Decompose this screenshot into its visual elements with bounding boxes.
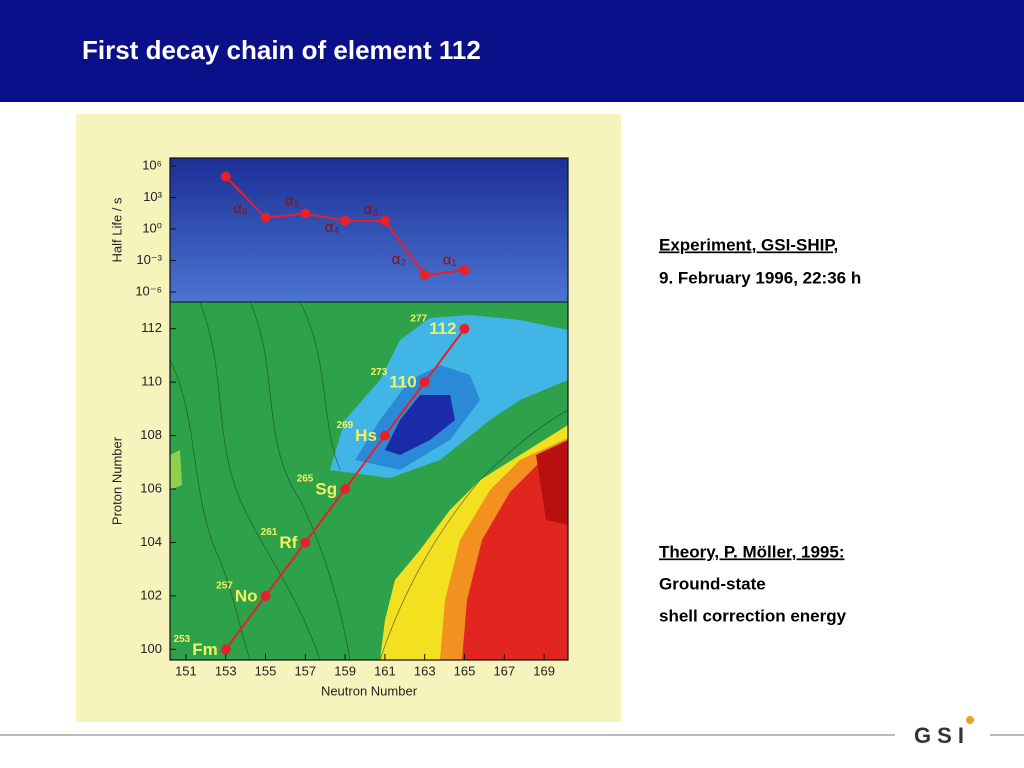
logo: GSI	[914, 723, 970, 748]
alpha-label: α₃	[364, 201, 379, 218]
y-tick-label: 100	[140, 641, 162, 656]
nuclide-label: Hs	[355, 426, 377, 445]
nuclide-label: Fm	[192, 640, 218, 659]
y-tick-label: 104	[140, 534, 162, 549]
experiment-date: 9. February 1996, 22:36 h	[659, 268, 861, 287]
y-axis-label: Half Life / s	[109, 197, 124, 263]
decay-point	[419, 270, 430, 281]
mass-label: 269	[336, 420, 353, 431]
nuclide-label: 112	[429, 319, 456, 338]
alpha-label: α₄	[325, 219, 340, 236]
mass-label: 265	[297, 474, 314, 485]
mass-label: 277	[410, 313, 427, 324]
mass-label: 253	[174, 634, 191, 645]
chain-point	[419, 377, 430, 388]
mass-label: 261	[261, 527, 278, 538]
x-tick-label: 161	[374, 663, 396, 678]
plot-frame	[169, 157, 569, 661]
theory-line: shell correction energy	[659, 606, 847, 625]
nuclide-label: Sg	[315, 479, 337, 498]
decay-point	[260, 212, 271, 223]
y-tick-label: 106	[140, 480, 162, 495]
chain-point	[459, 323, 470, 334]
nuclide-label: 110	[389, 373, 416, 392]
chain-point	[379, 430, 390, 441]
decay-point	[379, 215, 390, 226]
y-tick-label: 10⁻³	[136, 252, 162, 267]
x-tick-label: 155	[255, 663, 277, 678]
contour-map	[169, 301, 569, 661]
theory-line: Ground-state	[659, 574, 766, 593]
chain-point	[300, 537, 311, 548]
decay-point	[300, 208, 311, 219]
x-tick-label: 163	[414, 663, 436, 678]
x-tick-label: 169	[533, 663, 555, 678]
half-life-panel	[170, 158, 568, 302]
chain-point	[260, 590, 271, 601]
theory-heading: Theory, P. Möller, 1995:	[659, 542, 845, 561]
y-tick-label: 10³	[143, 189, 162, 204]
y-tick-label: 112	[141, 320, 162, 335]
y-tick-label: 108	[140, 427, 162, 442]
decay-point	[340, 215, 351, 226]
nuclide-label: No	[235, 586, 258, 605]
y-axis-label: Proton Number	[109, 436, 124, 525]
y-tick-label: 10⁰	[142, 220, 162, 235]
x-tick-label: 153	[215, 663, 237, 678]
y-tick-label: 10⁻⁶	[135, 283, 162, 298]
alpha-label: α₅	[285, 193, 300, 210]
logo-dot	[966, 716, 974, 724]
decay-point	[459, 265, 470, 276]
x-axis-label: Neutron Number	[321, 683, 418, 698]
mass-label: 273	[371, 367, 388, 378]
nuclide-label: Rf	[279, 533, 297, 552]
y-tick-label: 110	[141, 374, 162, 389]
header-bar	[0, 0, 1024, 102]
slide-title: First decay chain of element 112	[82, 35, 481, 65]
chain-point	[220, 644, 231, 655]
x-tick-label: 165	[454, 663, 476, 678]
x-tick-label: 167	[493, 663, 515, 678]
y-tick-label: 10⁶	[142, 157, 162, 172]
mass-label: 257	[216, 581, 233, 592]
alpha-label: α₆	[233, 200, 248, 217]
x-tick-label: 151	[175, 663, 197, 678]
y-tick-label: 102	[140, 587, 162, 602]
alpha-label: α₁	[443, 252, 457, 269]
x-tick-label: 159	[334, 663, 356, 678]
alpha-label: α₂	[392, 251, 407, 268]
x-tick-label: 157	[294, 663, 316, 678]
experiment-heading: Experiment, GSI-SHIP,	[659, 235, 838, 254]
chain-point	[340, 484, 351, 495]
decay-point	[220, 171, 231, 182]
